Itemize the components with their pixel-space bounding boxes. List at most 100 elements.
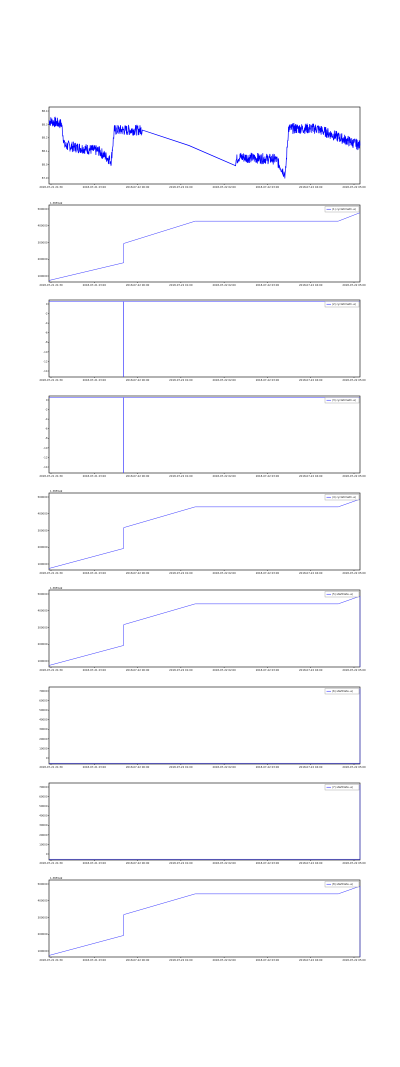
y-tick-label: 300000 [38, 528, 48, 532]
series-line [49, 397, 360, 473]
x-tick-label: 2018-07-21 23:00 [83, 765, 107, 769]
y-tick-label: -2 [45, 407, 48, 411]
y-tick-label: -8 [45, 436, 48, 440]
x-tick-label: 2018-07-22 00:00 [126, 765, 150, 769]
x-tick-label: 2018-07-22 04:00 [299, 283, 323, 287]
chart-svg: 0 -2 -4 -6 -8 -10 -12 -14 2018-07-21 21:30 2018-0… [39, 299, 366, 382]
offset-label: 1.3855e9 [50, 202, 63, 205]
x-tick-label: 2018-07-21 21:30 [39, 958, 63, 962]
y-tick-label: 88.3 [42, 122, 48, 126]
plot-frame [48, 204, 361, 283]
x-tick-label: 2018-07-22 03:00 [256, 668, 280, 672]
y-tick-label: 200000 [38, 932, 48, 936]
y-tick-label: 88.1 [42, 149, 48, 153]
y-tick-label: 0 [46, 852, 48, 856]
x-tick-label: 2018-07-22 05:00 [342, 958, 366, 962]
y-tick-label: 50000 [39, 708, 48, 712]
y-tick-label: 100000 [38, 274, 48, 278]
y-tick-label: 0 [46, 398, 48, 402]
x-tick-label: 2018-07-21 23:00 [83, 571, 107, 575]
y-tick-label: 400000 [38, 224, 48, 228]
y-tick-label: 30000 [39, 823, 48, 827]
x-tick-label: 2018-07-22 02:00 [212, 668, 236, 672]
x-tick-label: 2018-07-22 05:00 [342, 378, 366, 382]
x-tick-label: 2018-07-21 21:30 [39, 185, 63, 189]
y-tick-label: -4 [45, 321, 48, 325]
x-tick-label: 2018-07-21 23:00 [83, 668, 107, 672]
chart-9: 1.3855e9 500000 400000 300000 200000 100000 20… [0, 877, 400, 964]
y-tick-label: -4 [45, 417, 48, 421]
x-tick-label: 2018-07-21 21:30 [39, 668, 63, 672]
x-tick-label: 2018-07-22 00:00 [126, 571, 150, 575]
y-tick-label: 500000 [38, 592, 48, 596]
y-tick-label: 300000 [38, 625, 48, 629]
x-tick-label: 2018-07-22 01:00 [169, 958, 193, 962]
plot-frame [48, 299, 361, 378]
legend-box [324, 688, 360, 695]
series-line [48, 885, 361, 957]
plot-frame [48, 492, 361, 571]
x-tick-label: 2018-07-21 23:00 [83, 378, 107, 382]
chart-8: 70000 60000 50000 40000 30000 20000 10000 0 2018… [0, 780, 400, 867]
chart-svg: 70000 60000 50000 40000 30000 20000 10000 0 2018… [39, 686, 366, 769]
y-tick-label: -14 [43, 465, 48, 469]
x-tick-label: 2018-07-22 05:00 [342, 765, 366, 769]
x-tick-label: 2018-07-22 04:00 [299, 474, 323, 478]
y-tick-label: 500000 [38, 207, 48, 211]
offset-label: 1.3855e9 [50, 490, 63, 493]
x-tick-label: 2018-07-22 02:00 [212, 765, 236, 769]
offset-label: 1.3855e9 [50, 587, 63, 590]
x-tick-label: 2018-07-22 01:00 [169, 571, 193, 575]
x-tick-label: 2018-07-22 02:00 [212, 378, 236, 382]
y-tick-label: 60000 [39, 698, 48, 702]
plot-frame [48, 395, 361, 474]
y-tick-label: 60000 [39, 794, 48, 798]
x-tick-label: 2018-07-22 00:00 [126, 185, 150, 189]
y-tick-label: 87.9 [42, 176, 48, 180]
y-tick-label: -14 [43, 369, 48, 373]
legend-label: (7) startDate..e) [332, 785, 353, 789]
chart-svg: 70000 60000 50000 40000 30000 20000 10000 0 2018… [39, 782, 366, 865]
x-tick-label: 2018-07-21 21:30 [39, 474, 63, 478]
plot-frame [48, 879, 361, 958]
series-line [48, 498, 361, 569]
x-tick-label: 2018-07-22 04:00 [299, 765, 323, 769]
x-tick-label: 2018-07-21 21:30 [39, 283, 63, 287]
y-tick-label: 20000 [39, 737, 48, 741]
x-tick-label: 2018-07-22 05:00 [342, 861, 366, 865]
x-tick-label: 2018-07-22 00:00 [126, 668, 150, 672]
x-tick-label: 2018-07-22 01:00 [169, 474, 193, 478]
y-tick-label: 10000 [39, 842, 48, 846]
x-tick-label: 2018-07-22 01:00 [169, 185, 193, 189]
legend-label: (1) cycletimeDi..e) [332, 207, 356, 211]
y-tick-label: 40000 [39, 814, 48, 818]
y-tick-label: 70000 [39, 785, 48, 789]
y-tick-label: 100000 [38, 562, 48, 566]
legend-label: (8) startDate..e) [332, 882, 353, 886]
x-tick-label: 2018-07-22 03:00 [256, 378, 280, 382]
x-tick-label: 2018-07-22 01:00 [169, 861, 193, 865]
x-tick-label: 2018-07-22 02:00 [212, 571, 236, 575]
x-tick-label: 2018-07-21 23:00 [83, 861, 107, 865]
y-tick-label: 0 [46, 302, 48, 306]
y-tick-label: 200000 [38, 545, 48, 549]
y-tick-label: 30000 [39, 727, 48, 731]
x-tick-label: 2018-07-22 01:00 [169, 765, 193, 769]
y-tick-label: 0 [46, 756, 48, 760]
y-tick-label: 10000 [39, 746, 48, 750]
chart-svg: 0 -2 -4 -6 -8 -10 -12 -14 2018-07-21 21:30 2018-0… [39, 395, 366, 478]
series-line [49, 688, 361, 764]
x-tick-label: 2018-07-22 04:00 [299, 185, 323, 189]
plot-frame [48, 106, 361, 185]
x-tick-label: 2018-07-21 21:30 [39, 765, 63, 769]
x-tick-label: 2018-07-22 02:00 [212, 474, 236, 478]
x-tick-label: 2018-07-22 01:00 [169, 668, 193, 672]
legend-label: (2) cycletimeDi..e) [332, 302, 356, 306]
x-tick-label: 2018-07-21 23:00 [83, 474, 107, 478]
legend-box [324, 397, 360, 404]
chart-3: 0 -2 -4 -6 -8 -10 -12 -14 2018-07-21 21:30 2018-0… [0, 297, 400, 384]
y-tick-label: 200000 [38, 642, 48, 646]
y-tick-label: 88.0 [42, 163, 48, 167]
